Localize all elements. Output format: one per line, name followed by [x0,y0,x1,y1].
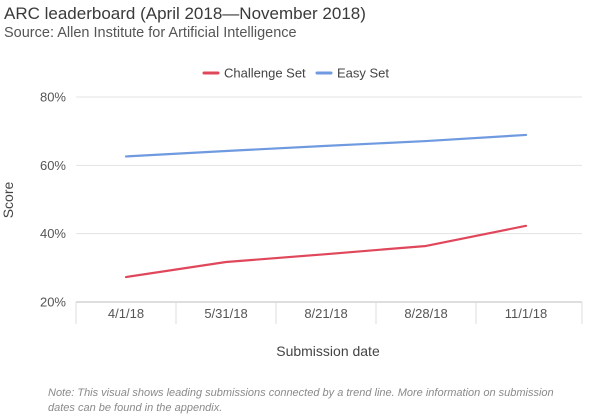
series-line-challenge-set [124,224,528,279]
x-tick-label: 8/28/18 [404,306,447,321]
y-axis-title: Score [0,182,16,219]
legend-label: Challenge Set [224,66,306,81]
series-lines [124,133,528,279]
y-tick-label: 20% [40,295,66,310]
gridlines [75,96,583,324]
chart-title: ARC leaderboard (April 2018—November 201… [4,4,366,23]
series-line-easy-set [124,133,528,158]
x-axis-title: Submission date [276,343,380,359]
chart-subtitle: Source: Allen Institute for Artificial I… [4,25,297,41]
y-tick-labels: 20% 40% 60% 80% [40,90,66,310]
x-tick-labels: 4/1/18 5/31/18 8/21/18 8/28/18 11/1/18 [108,306,547,321]
legend: Challenge Set Easy Set [202,66,389,81]
x-tick-label: 5/31/18 [204,306,247,321]
x-tick-label: 11/1/18 [505,306,547,321]
legend-label: Easy Set [337,66,389,81]
y-tick-label: 80% [40,90,66,105]
x-tick-label: 8/21/18 [304,306,347,321]
x-tick-label: 4/1/18 [108,306,144,321]
y-tick-label: 60% [40,158,66,173]
y-tick-label: 40% [40,226,66,241]
footnote: Note: This visual shows leading submissi… [48,387,554,414]
